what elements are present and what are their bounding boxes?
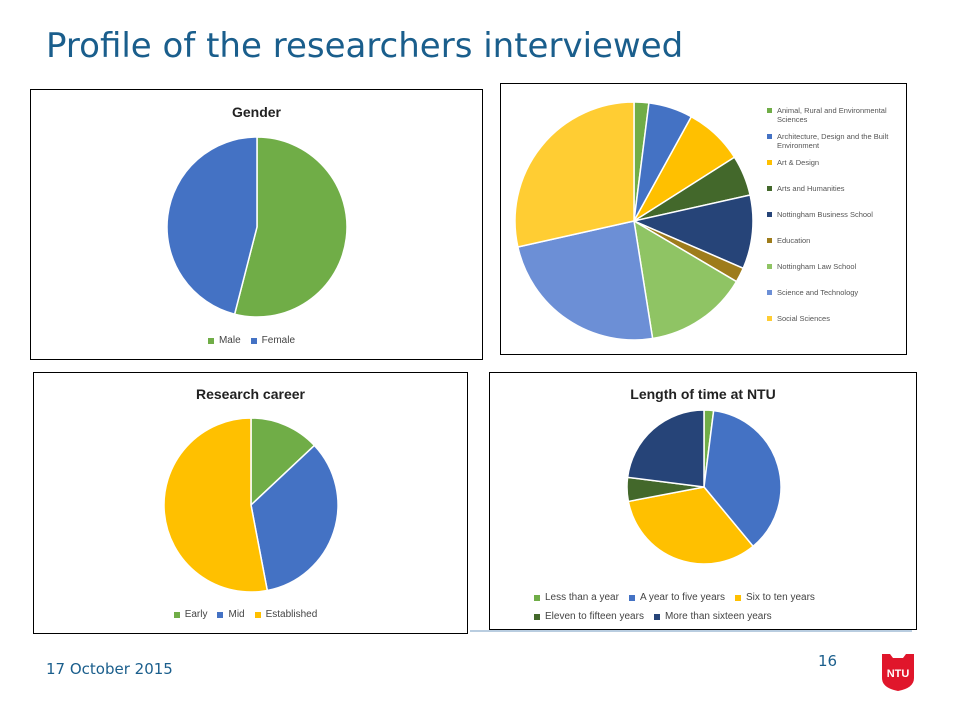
footer-divider: [470, 630, 912, 632]
legend-swatch: [534, 614, 540, 620]
pie-slice-science-and-technology: [516, 220, 654, 341]
ntu-logo: NTU: [882, 654, 914, 691]
legend-label: Mid: [228, 609, 245, 620]
legend-label: Arts and Humanities: [777, 184, 845, 193]
legend-label: Science and Technology: [777, 288, 859, 297]
legend-swatch: [767, 134, 772, 139]
footer-date: 17 October 2015: [46, 660, 173, 678]
legend-item-male: Male: [207, 335, 241, 346]
legend-label: Social Sciences: [777, 314, 830, 323]
school-pie-chart: [514, 101, 754, 341]
career-chart-panel: Research career Early Mid Established: [33, 372, 468, 634]
legend-item-eleven-to-fifteen: Eleven to fifteen years: [534, 608, 644, 626]
legend-swatch: [534, 595, 540, 601]
legend-item-education: Education: [767, 236, 907, 262]
career-pie-chart: [163, 417, 339, 593]
gender-chart-legend: Male Female: [31, 335, 482, 347]
legend-swatch: [217, 611, 224, 618]
legend-swatch: [767, 316, 772, 321]
legend-item-business-school: Nottingham Business School: [767, 210, 907, 236]
legend-item-six-to-ten: Six to ten years: [734, 589, 815, 607]
legend-swatch: [767, 264, 772, 269]
legend-swatch: [653, 614, 660, 620]
school-chart-legend: Animal, Rural and Environmental Sciences…: [767, 106, 907, 340]
legend-swatch: [250, 337, 257, 344]
legend-swatch: [767, 186, 772, 191]
pie-slice-mid: [250, 444, 339, 592]
tenure-chart-legend: Less than a year A year to five years Six …: [534, 589, 904, 627]
gender-chart-title: Gender: [231, 104, 281, 120]
legend-item-social-sciences: Social Sciences: [767, 314, 907, 340]
legend-swatch: [767, 212, 772, 217]
legend-item-established: Established: [254, 609, 318, 620]
legend-label: Animal, Rural and Environmental Sciences: [777, 106, 887, 124]
legend-item-one-to-five: A year to five years: [628, 589, 725, 607]
gender-pie-chart: [166, 136, 348, 318]
legend-item-less-than-a-year: Less than a year: [534, 589, 619, 607]
school-chart-panel: Animal, Rural and Environmental Sciences…: [500, 83, 907, 355]
legend-swatch: [767, 290, 772, 295]
legend-item-early: Early: [173, 609, 208, 620]
pie-slice-nottingham-law-school: [633, 219, 738, 340]
legend-label: Architecture, Design and the Built Envir…: [777, 132, 889, 150]
legend-item-art-design: Art & Design: [767, 158, 907, 184]
career-chart-title: Research career: [196, 386, 305, 402]
tenure-chart-panel: Length of time at NTU Less than a year A …: [489, 372, 917, 630]
page-number: 16: [818, 652, 838, 670]
legend-item-architecture: Architecture, Design and the Built Envir…: [767, 132, 907, 158]
legend-label: Nottingham Law School: [777, 262, 857, 271]
gender-chart-panel: Gender Male Female: [30, 89, 483, 360]
legend-swatch: [173, 611, 180, 618]
legend-label: A year to five years: [639, 592, 725, 603]
legend-label: Early: [184, 609, 208, 620]
legend-label: Male: [218, 335, 241, 346]
legend-item-arts-humanities: Arts and Humanities: [767, 184, 907, 210]
tenure-pie-chart: [626, 409, 782, 565]
legend-label: Nottingham Business School: [777, 210, 873, 219]
legend-item-law-school: Nottingham Law School: [767, 262, 907, 288]
slide-title: Profile of the researchers interviewed: [46, 26, 684, 66]
pie-slice-a-year-to-five-years: [703, 409, 782, 548]
pie-slice-more-than-sixteen-years: [626, 409, 705, 488]
legend-label: Less than a year: [545, 592, 619, 603]
legend-item-more-than-sixteen: More than sixteen years: [653, 608, 772, 626]
legend-label: Established: [265, 609, 318, 620]
ntu-logo-text: NTU: [887, 668, 910, 680]
legend-label: Art & Design: [777, 158, 820, 167]
legend-item-science-technology: Science and Technology: [767, 288, 907, 314]
legend-swatch: [767, 108, 772, 113]
pie-slice-male: [233, 136, 348, 318]
legend-label: Six to ten years: [745, 592, 815, 603]
pie-slice-nottingham-business-school: [631, 194, 754, 270]
legend-label: Education: [777, 236, 811, 245]
legend-swatch: [734, 595, 741, 601]
pie-slice-six-to-ten-years: [627, 486, 755, 565]
legend-label: More than sixteen years: [664, 611, 772, 622]
career-chart-legend: Early Mid Established: [34, 609, 467, 621]
pie-slice-established: [163, 417, 269, 593]
legend-swatch: [207, 337, 214, 344]
legend-item-animal-rural: Animal, Rural and Environmental Sciences: [767, 106, 907, 132]
legend-item-female: Female: [250, 335, 296, 346]
tenure-chart-title: Length of time at NTU: [630, 386, 776, 402]
legend-item-mid: Mid: [217, 609, 245, 620]
legend-label: Eleven to fifteen years: [545, 611, 644, 622]
pie-slice-female: [166, 136, 258, 316]
legend-swatch: [628, 595, 635, 601]
pie-slice-early: [250, 417, 316, 507]
legend-swatch: [767, 160, 772, 165]
pie-slice-social-sciences: [514, 101, 635, 248]
legend-swatch: [767, 238, 772, 243]
legend-swatch: [254, 611, 261, 618]
legend-label: Female: [261, 335, 296, 346]
